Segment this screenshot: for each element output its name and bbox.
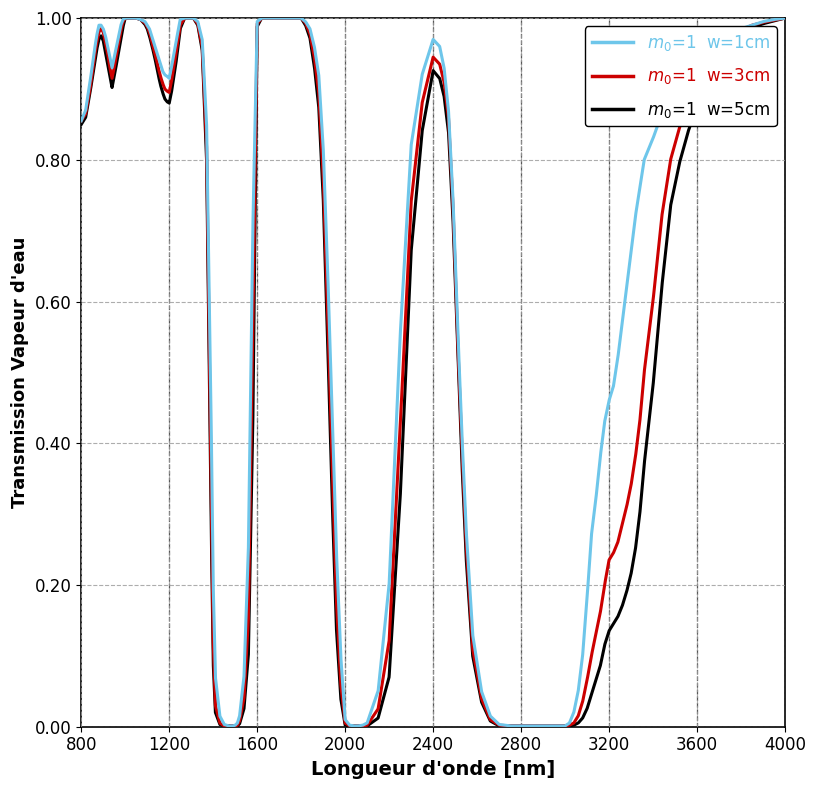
X-axis label: Longueur d'onde [nm]: Longueur d'onde [nm]: [311, 760, 556, 779]
Legend: $m_0$=1  w=1cm, $m_0$=1  w=3cm, $m_0$=1  w=5cm: $m_0$=1 w=1cm, $m_0$=1 w=3cm, $m_0$=1 w=…: [585, 26, 776, 126]
Y-axis label: Transmission Vapeur d'eau: Transmission Vapeur d'eau: [11, 237, 29, 508]
